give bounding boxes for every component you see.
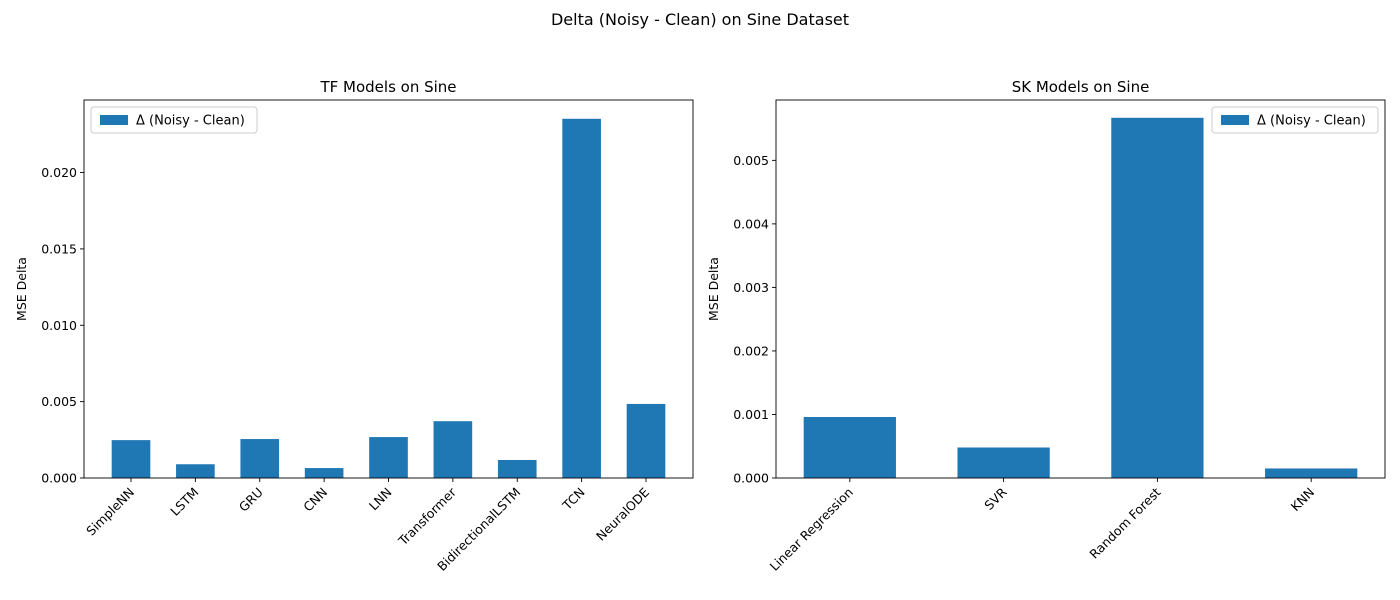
legend-entry: Δ (Noisy - Clean)	[136, 114, 245, 129]
y-tick-label: 0.004	[733, 216, 769, 231]
chart-panel-1: 0.000 0.005 0.010 0.015 0.020 SimpleNN LSTM GRU…	[14, 78, 694, 574]
legend-swatch	[100, 115, 128, 125]
bar-knn	[1265, 468, 1358, 478]
legend-entry: Δ (Noisy - Clean)	[1257, 114, 1366, 129]
x-tick-label: Transformer	[395, 484, 460, 549]
panel-title: TF Models on Sine	[319, 78, 456, 96]
bar-tcn	[562, 118, 601, 478]
x-tick-label: GRU	[236, 485, 266, 515]
chart-panel-2: 0.000 0.001 0.002 0.003 0.004 0.005 Linear Reg…	[706, 78, 1386, 574]
axes-frame	[775, 99, 1386, 479]
y-tick-label: 0.002	[733, 343, 769, 358]
y-tick-label: 0.005	[733, 153, 769, 168]
bar-lstm	[176, 464, 215, 478]
x-tick-label: CNN	[300, 485, 330, 515]
bar-svr	[957, 447, 1050, 478]
legend-box	[1211, 106, 1379, 134]
y-tick-label: 0.020	[41, 165, 77, 180]
y-tick-label: 0.000	[41, 471, 77, 486]
x-tick-label: NeuralODE	[593, 484, 652, 543]
bar-lnn	[369, 437, 408, 478]
bar-random-forest	[1111, 117, 1204, 478]
x-tick-label: TCN	[559, 485, 588, 514]
y-tick-label: 0.010	[41, 318, 77, 333]
x-tick-label: LSTM	[167, 485, 201, 519]
x-tick-label: Linear Regression	[767, 485, 856, 574]
axes-frame	[83, 99, 694, 479]
bar-transformer	[433, 421, 473, 478]
bar-gru	[240, 439, 280, 478]
bar-cnn	[304, 468, 344, 478]
bar-bidirectionallstm	[497, 459, 537, 478]
bar-linear-regression	[803, 417, 896, 478]
y-axis-label: MSE Delta	[14, 257, 29, 321]
y-tick-label: 0.001	[733, 407, 769, 422]
y-tick-label: 0.005	[41, 394, 77, 409]
x-tick-label: Random Forest	[1086, 484, 1163, 561]
y-tick-label: 0.003	[733, 280, 769, 295]
legend-box	[90, 106, 258, 134]
x-tick-label: SVR	[981, 484, 1010, 513]
x-tick-label: LNN	[366, 485, 395, 514]
legend: Δ (Noisy - Clean)	[90, 106, 258, 134]
y-tick-label: 0.015	[41, 241, 77, 256]
legend: Δ (Noisy - Clean)	[1211, 106, 1379, 134]
y-tick-label: 0.000	[733, 471, 769, 486]
x-tick-label: KNN	[1288, 485, 1318, 515]
panel-title: SK Models on Sine	[1012, 78, 1150, 96]
x-tick-label: SimpleNN	[83, 485, 137, 539]
bar-simplenn	[111, 440, 151, 478]
figure-title: Delta (Noisy - Clean) on Sine Dataset	[550, 10, 850, 29]
legend-swatch	[1221, 115, 1249, 125]
y-axis-label: MSE Delta	[706, 257, 721, 321]
bar-neuralode	[626, 403, 666, 478]
